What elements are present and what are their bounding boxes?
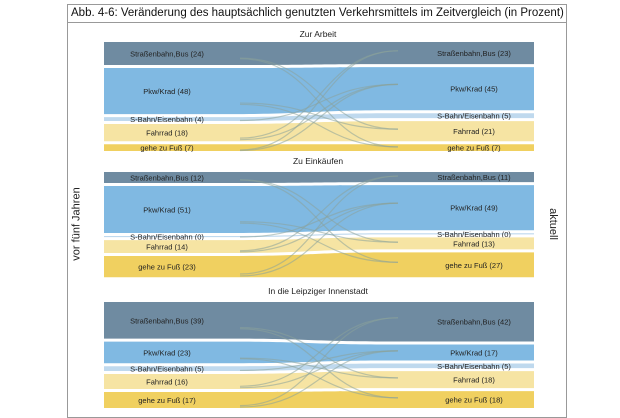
flow-line <box>239 357 399 379</box>
right-label: Straßenbahn,Bus (23) <box>437 49 511 58</box>
left-label: S-Bahn/Eisenbahn (0) <box>130 233 204 242</box>
band-stra-enbahn-bus <box>104 42 534 66</box>
right-label: Pkw/Krad (17) <box>450 348 498 357</box>
left-label: Fahrrad (16) <box>146 378 188 387</box>
flow-line <box>239 103 399 148</box>
left-label: Pkw/Krad (51) <box>143 206 191 215</box>
flow-line <box>239 202 399 253</box>
left-label: Pkw/Krad (48) <box>143 87 191 96</box>
right-label: gehe zu Fuß (27) <box>445 261 503 270</box>
flow-line <box>239 317 399 407</box>
flow-line <box>239 83 399 152</box>
flow-line <box>239 175 399 275</box>
flow-line <box>239 328 399 399</box>
left-label: Straßenbahn,Bus (39) <box>130 316 204 325</box>
flow-line <box>239 83 399 122</box>
flow-line <box>239 222 399 263</box>
band-gehe-zu-fu- <box>104 391 534 408</box>
band-gehe-zu-fu- <box>104 144 534 151</box>
flow-line <box>239 317 399 387</box>
left-label: Fahrrad (18) <box>146 129 188 138</box>
flow-line <box>239 175 399 252</box>
sankey-panel-0: Zur Arbeit Straßenbahn,Bus (24) Straßenbah… <box>104 29 534 153</box>
band-pkw-krad <box>104 67 534 115</box>
flow-line <box>239 179 399 263</box>
right-label: Pkw/Krad (45) <box>450 85 498 94</box>
flow-line <box>239 221 399 243</box>
left-label: S-Bahn/Eisenbahn (5) <box>130 365 204 374</box>
left-label: gehe zu Fuß (17) <box>138 396 196 405</box>
flow-line <box>239 350 399 389</box>
left-label: Straßenbahn,Bus (24) <box>130 50 204 59</box>
right-label: gehe zu Fuß (7) <box>447 144 501 153</box>
flow-line <box>239 50 399 151</box>
flow-line <box>239 350 399 408</box>
band-fahrrad <box>104 237 534 254</box>
right-label: S-Bahn/Eisenbahn (5) <box>437 112 511 121</box>
band-pkw-krad <box>104 185 534 233</box>
right-label: Straßenbahn,Bus (11) <box>437 173 511 182</box>
left-label: S-Bahn/Eisenbahn (4) <box>130 115 204 124</box>
right-label: Fahrrad (18) <box>453 376 495 385</box>
left-label: Pkw/Krad (23) <box>143 348 191 357</box>
flow-line <box>239 350 399 372</box>
band-fahrrad <box>104 121 534 142</box>
left-label: gehe zu Fuß (7) <box>140 144 194 153</box>
left-label: Straßenbahn,Bus (12) <box>130 174 204 183</box>
left-label: gehe zu Fuß (23) <box>138 263 196 272</box>
figure-title: Abb. 4-6: Veränderung des hauptsächlich … <box>67 4 567 23</box>
band-gehe-zu-fu- <box>104 252 534 278</box>
right-label: Fahrrad (13) <box>453 239 495 248</box>
right-label: gehe zu Fuß (18) <box>445 396 503 405</box>
left-label: Fahrrad (14) <box>146 243 188 252</box>
right-label: Straßenbahn,Bus (42) <box>437 318 511 327</box>
right-label: S-Bahn/Eisenbahn (5) <box>437 362 511 371</box>
band-stra-enbahn-bus <box>104 172 534 184</box>
panel-title: In die Leipziger Innenstadt <box>268 286 368 296</box>
right-label: S-Bahn/Eisenbahn (0) <box>437 230 511 239</box>
flow-line <box>239 179 399 243</box>
right-label: Pkw/Krad (49) <box>450 204 498 213</box>
panel-title: Zu Einkäufen <box>293 156 343 166</box>
sankey-panel-1: Zu Einkäufen Straßenbahn,Bus (12) Straßenb… <box>104 156 534 278</box>
band-s-bahn-eisenbahn <box>104 113 534 121</box>
sankey-panel-2: In die Leipziger Innenstadt Straßenbahn,B… <box>104 286 534 408</box>
band-s-bahn-eisenbahn <box>104 233 534 238</box>
band-stra-enbahn-bus <box>104 302 534 342</box>
panel-title: Zur Arbeit <box>300 29 337 39</box>
right-label: Fahrrad (21) <box>453 127 495 136</box>
flow-line <box>239 102 399 130</box>
flow-line <box>239 202 399 277</box>
